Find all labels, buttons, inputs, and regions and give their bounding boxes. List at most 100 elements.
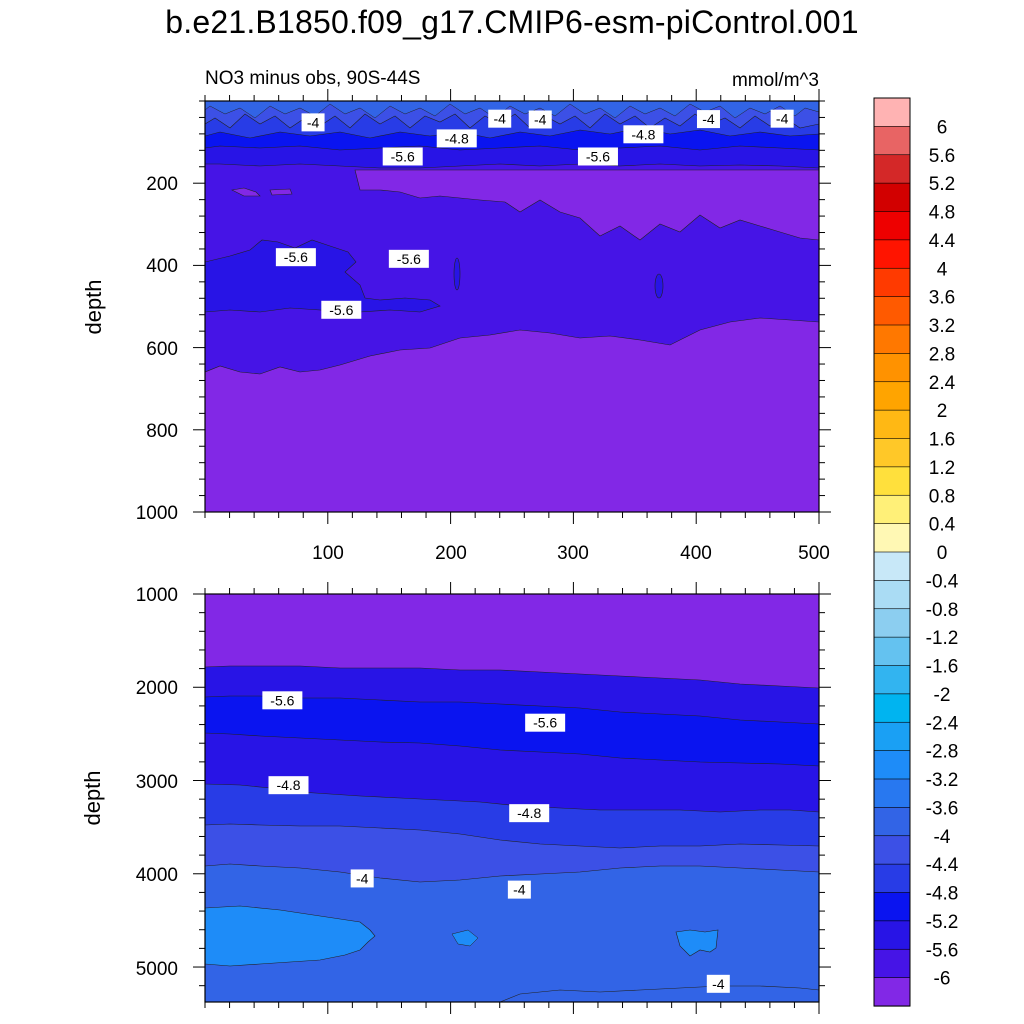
contour-label-box xyxy=(382,147,423,166)
colorbar-swatch xyxy=(873,182,911,213)
contour-label: -4.8 xyxy=(509,804,550,823)
contour-label-text: -5.6 xyxy=(270,692,294,708)
bottom-contour-fill xyxy=(205,594,819,1002)
colorbar-label: -2.8 xyxy=(926,742,959,763)
contour-label-text: -5.6 xyxy=(397,251,421,267)
contour-label: -5.6 xyxy=(525,713,566,732)
colorbar-label: -4 xyxy=(934,827,951,848)
colorbar-swatch xyxy=(873,551,911,581)
contour-label-box xyxy=(507,880,531,899)
colorbar-label: 1.6 xyxy=(929,430,955,451)
colorbar-swatch xyxy=(873,835,911,865)
colorbar-swatch xyxy=(873,494,911,525)
contour-label-text: -4.8 xyxy=(631,126,655,142)
top-y-axis-label: depth xyxy=(81,279,106,334)
top-lens-180-300 xyxy=(354,169,819,241)
colorbar-swatch xyxy=(873,750,911,780)
contour-label-text: -4 xyxy=(712,976,725,992)
contour-label: -5.6 xyxy=(388,249,429,268)
contour-label-text: -4 xyxy=(702,111,715,127)
colorbar-swatch xyxy=(873,665,911,695)
colorbar-label: 3.2 xyxy=(929,316,955,337)
top-ytick-200: 200 xyxy=(146,174,178,195)
colorbar-swatch xyxy=(873,97,911,127)
contour-label-text: -4.8 xyxy=(445,130,469,146)
top-spot-205 xyxy=(453,257,461,291)
top-ytick-400: 400 xyxy=(146,256,178,277)
contour-label: -4.8 xyxy=(268,776,309,795)
xtick-200: 200 xyxy=(435,543,467,564)
contour-label: -4.8 xyxy=(436,129,477,148)
colorbar-label: 1.2 xyxy=(929,458,955,479)
colorbar-label: 0 xyxy=(937,543,948,564)
contour-label-text: -5.6 xyxy=(284,249,308,265)
contour-label-text: -4 xyxy=(776,111,789,127)
contour-label: -4 xyxy=(350,869,374,888)
colorbar-swatch xyxy=(873,126,911,156)
colorbar-swatch xyxy=(873,778,911,808)
contour-label-box xyxy=(350,869,374,888)
contour-label-box xyxy=(577,147,618,166)
contour-label: -5.6 xyxy=(262,691,303,710)
colorbar-label: 3.6 xyxy=(929,288,955,309)
contour-label-box xyxy=(268,776,309,795)
contour-label: -4 xyxy=(696,110,720,129)
contour-label-box xyxy=(321,300,362,319)
colorbar-swatch xyxy=(873,466,911,496)
top-contour-labels: -4 -4 -4 -4 -4 -4.8 -4.8 -5.6 -5.6 -5.6 -5.6 -5.6 xyxy=(275,109,794,319)
colorbar-label: 4 xyxy=(937,259,948,280)
colorbar-swatch xyxy=(873,863,911,894)
colorbar-label: 5.2 xyxy=(929,174,955,195)
top-y-tick-labels: 200 400 600 800 1000 xyxy=(136,174,178,524)
contour-label-text: -4 xyxy=(534,111,547,127)
contour-label-text: -4 xyxy=(356,870,369,886)
bottom-panel: 1000 2000 3000 4000 5000 depth -5.6-5.6-… xyxy=(80,582,831,1014)
bottom-y-axis-label: depth xyxy=(80,770,105,825)
colorbar-label: -4.8 xyxy=(926,884,959,905)
colorbar-label: -5.6 xyxy=(926,940,959,961)
xtick-400: 400 xyxy=(680,543,712,564)
colorbar-swatch xyxy=(873,580,911,610)
colorbar-swatch xyxy=(873,636,911,667)
colorbar-label: -1.2 xyxy=(926,628,959,649)
xtick-500: 500 xyxy=(798,543,830,564)
contour-label-box xyxy=(706,974,730,993)
colorbar: 6 5.6 5.2 4.8 4.4 4 3.6 3.2 2.8 2.4 2 1.6 1.2 0.8 0.4 0… xyxy=(873,97,959,1007)
colorbar-label: 2 xyxy=(937,401,948,422)
contour-label-box xyxy=(275,248,316,267)
colorbar-swatch xyxy=(873,608,911,638)
bot-ytick-1000: 1000 xyxy=(136,585,178,606)
colorbar-label: 4.4 xyxy=(929,231,956,252)
contour-label-box xyxy=(262,691,303,710)
bot-band-lt-6 xyxy=(205,594,819,689)
colorbar-label: 6 xyxy=(937,117,948,138)
colorbar-swatch xyxy=(873,296,911,326)
contour-label: -4.8 xyxy=(623,125,664,144)
top-ytick-600: 600 xyxy=(146,339,178,360)
contour-label: -4 xyxy=(528,110,552,129)
bottom-contour-labels: -5.6 -5.6 -4.8 -4.8 -4 -4 -4 xyxy=(262,691,730,993)
top-band-m40-m36 xyxy=(205,101,819,119)
colorbar-swatch xyxy=(873,721,911,752)
colorbar-label: -6 xyxy=(934,969,951,990)
colorbar-label: -0.4 xyxy=(926,571,959,592)
top-ytick-800: 800 xyxy=(146,421,178,442)
colorbar-label: 0.4 xyxy=(929,515,956,536)
colorbar-swatch xyxy=(873,438,911,468)
colorbar-swatch xyxy=(873,267,911,298)
top-ytick-1000: 1000 xyxy=(136,503,178,524)
top-panel: NO3 minus obs, 90S-44S mmol/m^3 200 40 xyxy=(81,68,831,564)
colorbar-label: -2 xyxy=(934,685,951,706)
contour-label-text: -4 xyxy=(513,882,526,898)
contour-label-text: -5.6 xyxy=(329,302,353,318)
contour-label: -4 xyxy=(507,880,531,899)
contour-label-text: -4.8 xyxy=(517,805,541,821)
colorbar-label: 2.4 xyxy=(929,373,956,394)
colorbar-swatch xyxy=(873,154,911,184)
contour-label-box xyxy=(623,125,664,144)
colorbar-swatch xyxy=(873,948,911,979)
colorbar-label: -4.4 xyxy=(926,855,959,876)
contour-label: -5.6 xyxy=(382,147,423,166)
colorbar-label: -1.6 xyxy=(926,657,959,678)
top-subtitle-left: NO3 minus obs, 90S-44S xyxy=(205,68,420,89)
